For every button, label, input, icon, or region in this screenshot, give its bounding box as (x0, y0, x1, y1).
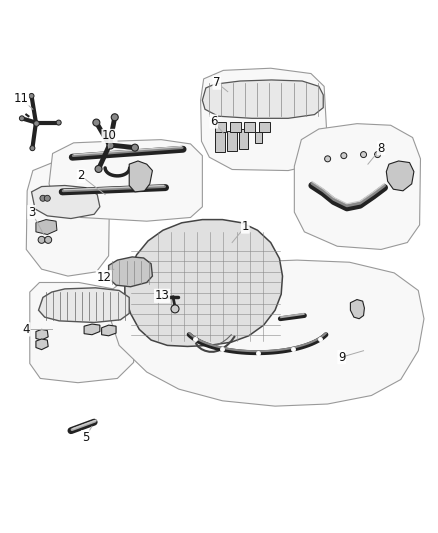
Polygon shape (201, 68, 328, 171)
Text: 5: 5 (82, 431, 89, 443)
Text: 4: 4 (22, 323, 30, 336)
Text: 9: 9 (338, 351, 346, 364)
Polygon shape (30, 282, 135, 383)
Polygon shape (36, 220, 57, 235)
Polygon shape (32, 185, 100, 219)
Circle shape (341, 152, 347, 159)
Circle shape (360, 151, 367, 158)
Text: 7: 7 (213, 76, 221, 89)
Polygon shape (227, 131, 237, 151)
Polygon shape (109, 257, 152, 287)
Polygon shape (36, 339, 48, 350)
Circle shape (93, 119, 100, 126)
Polygon shape (26, 163, 110, 276)
Circle shape (374, 151, 381, 158)
Circle shape (171, 305, 179, 313)
Text: 13: 13 (155, 289, 170, 302)
Text: 3: 3 (28, 206, 35, 219)
Text: 10: 10 (102, 130, 117, 142)
Polygon shape (350, 300, 364, 319)
Text: 8: 8 (378, 142, 385, 155)
Circle shape (38, 236, 45, 244)
Polygon shape (215, 132, 225, 152)
Text: 11: 11 (14, 92, 28, 105)
Text: 2: 2 (77, 169, 85, 182)
Circle shape (19, 116, 25, 121)
Polygon shape (102, 325, 116, 336)
Polygon shape (239, 129, 248, 149)
Polygon shape (36, 329, 48, 340)
Circle shape (95, 165, 102, 173)
Polygon shape (202, 80, 323, 118)
Polygon shape (129, 161, 152, 192)
Polygon shape (49, 140, 202, 221)
Circle shape (111, 114, 118, 121)
Polygon shape (125, 220, 283, 346)
Circle shape (325, 156, 331, 162)
Polygon shape (84, 324, 100, 335)
Polygon shape (259, 122, 270, 132)
Circle shape (30, 146, 35, 151)
Circle shape (44, 195, 50, 201)
Polygon shape (294, 124, 420, 249)
Polygon shape (215, 122, 226, 132)
Polygon shape (244, 122, 255, 132)
Text: 6: 6 (210, 115, 218, 128)
Circle shape (29, 93, 34, 99)
Text: 1: 1 (241, 220, 249, 233)
Circle shape (40, 195, 46, 201)
Circle shape (56, 120, 61, 125)
Circle shape (131, 144, 138, 151)
Polygon shape (110, 260, 424, 406)
Polygon shape (386, 161, 414, 191)
Polygon shape (255, 132, 262, 143)
Text: 12: 12 (96, 271, 111, 284)
Circle shape (45, 236, 52, 244)
Polygon shape (230, 122, 241, 132)
Polygon shape (39, 288, 129, 322)
